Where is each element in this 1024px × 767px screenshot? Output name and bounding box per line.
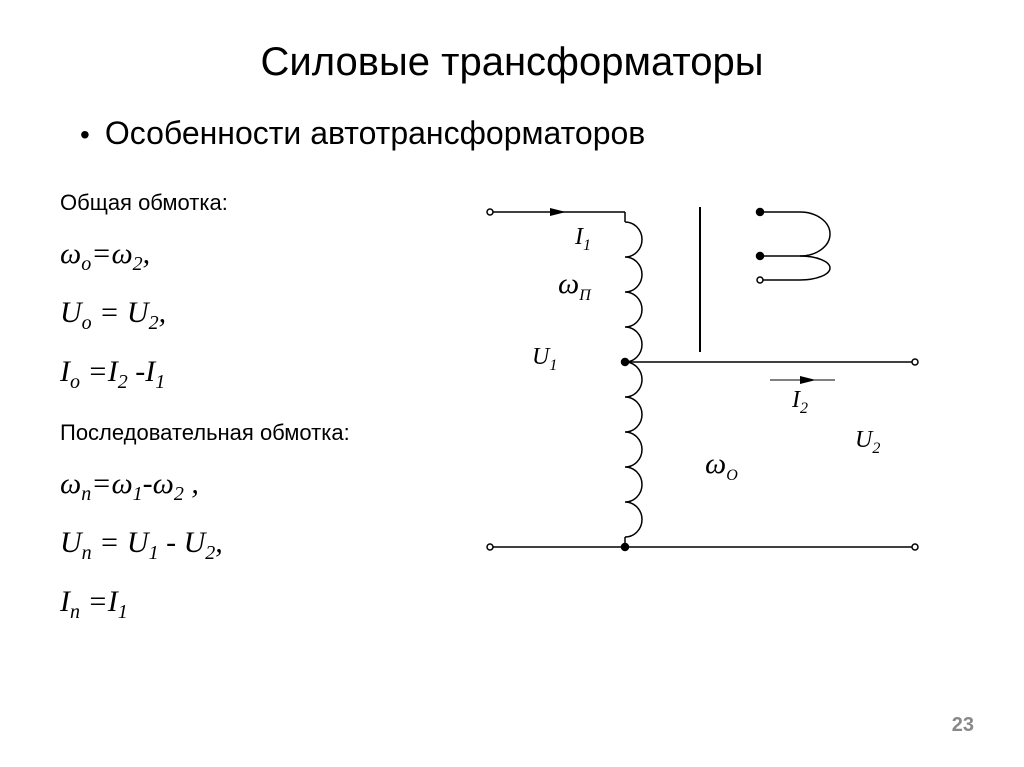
- equation-3: Iо =I2 -I1: [60, 352, 440, 395]
- section1-heading: Общая обмотка:: [60, 190, 440, 216]
- label-wP: ωП: [558, 267, 591, 305]
- label-U2: U2: [855, 427, 880, 458]
- bullet-item: • Особенности автотрансформаторов: [80, 115, 964, 152]
- section2-heading: Последовательная обмотка:: [60, 420, 440, 446]
- equation-1: ωо=ω2,: [60, 234, 440, 277]
- equation-2: Uо = U2,: [60, 293, 440, 336]
- slide: Силовые трансформаторы • Особенности авт…: [0, 0, 1024, 767]
- equation-4: ωn=ω1-ω2 ,: [60, 464, 440, 507]
- circuit-svg: [470, 182, 950, 602]
- equations-column: Общая обмотка: ωо=ω2, Uо = U2, Iо =I2 -I…: [60, 182, 440, 641]
- diagram-column: I1 ωП U1 I2 ωО U2: [470, 182, 964, 641]
- label-I2: I2: [792, 387, 808, 418]
- page-number: 23: [952, 714, 974, 737]
- content-area: Общая обмотка: ωо=ω2, Uо = U2, Iо =I2 -I…: [60, 182, 964, 641]
- page-title: Силовые трансформаторы: [60, 40, 964, 85]
- bullet-marker: •: [80, 119, 90, 151]
- label-U1: U1: [532, 344, 557, 375]
- label-I1: I1: [575, 224, 591, 255]
- autotransformer-diagram: I1 ωП U1 I2 ωО U2: [470, 182, 950, 602]
- equation-6: In =I1: [60, 582, 440, 625]
- equation-5: Un = U1 - U2,: [60, 523, 440, 566]
- bullet-text: Особенности автотрансформаторов: [105, 115, 645, 152]
- label-wO: ωО: [705, 447, 738, 485]
